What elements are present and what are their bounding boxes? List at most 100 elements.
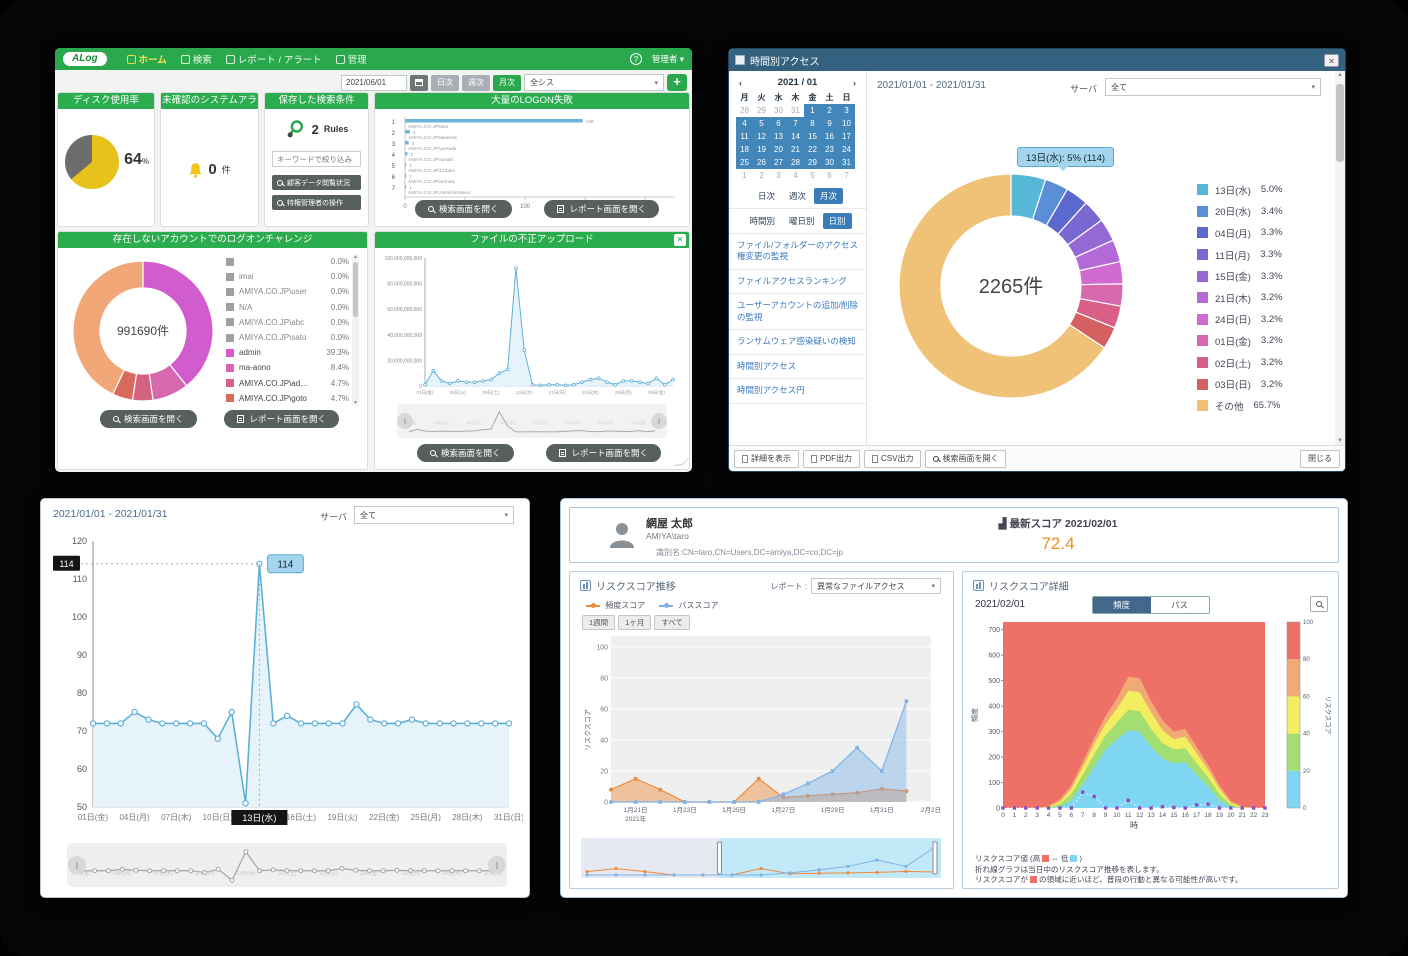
calendar-day[interactable]: 28 [740, 106, 749, 115]
calendar-day[interactable]: 31 [838, 156, 855, 169]
server-select[interactable]: 全て ▾ [1105, 78, 1321, 96]
calendar-day[interactable]: 7 [787, 117, 804, 130]
calendar-day[interactable]: 21 [787, 143, 804, 156]
legend-scrollbar[interactable]: ▲ ▼ [352, 254, 359, 406]
calendar-day[interactable]: 19 [753, 143, 770, 156]
open-report-button[interactable]: レポート画面を開く [224, 410, 339, 428]
calendar-day[interactable]: 28 [787, 156, 804, 169]
calendar-day[interactable]: 22 [804, 143, 821, 156]
calendar-next-button[interactable]: › [853, 77, 856, 88]
server-select[interactable]: 全て ▾ [354, 506, 514, 524]
detail-tab[interactable]: パス [1150, 597, 1209, 613]
calendar-day[interactable]: 27 [770, 156, 787, 169]
calendar-day[interactable]: 17 [838, 130, 855, 143]
calendar-day[interactable]: 7 [844, 171, 849, 180]
period-button[interactable]: 月次 [493, 74, 521, 91]
close-icon[interactable]: ✕ [674, 234, 686, 246]
calendar-day[interactable]: 31 [791, 106, 800, 115]
nav-item-3[interactable]: 管理 [335, 52, 367, 66]
footer-button[interactable]: 詳細を表示 [734, 449, 799, 468]
calendar-day[interactable]: 23 [821, 143, 838, 156]
range-button[interactable]: 1週間 [582, 615, 616, 630]
calendar-day[interactable]: 29 [757, 106, 766, 115]
zoom-button[interactable] [1310, 596, 1328, 612]
calendar-prev-button[interactable]: ‹ [739, 77, 742, 88]
calendar-day[interactable]: 12 [753, 130, 770, 143]
mode-tab[interactable]: 時間別 [749, 216, 775, 226]
open-search-button[interactable]: 検索画面を開く [100, 410, 197, 428]
calendar-day[interactable]: 15 [804, 130, 821, 143]
report-link[interactable]: ファイルアクセスランキング [729, 270, 866, 295]
calendar-day[interactable]: 1 [804, 104, 821, 117]
range-button[interactable]: すべて [654, 615, 691, 630]
open-report-button[interactable]: レポート画面を開く [544, 200, 659, 218]
close-button[interactable]: ✕ [1324, 53, 1339, 67]
daily-trend-navigator[interactable]: 01日(金) 04日(月) 07日(木) 10日(日) 13日(水) 16日(土) 19日(… [67, 843, 507, 887]
close-window-button[interactable]: 閉じる [1300, 449, 1340, 468]
calendar-day[interactable]: 30 [774, 106, 783, 115]
footer-button[interactable]: CSV出力 [864, 449, 922, 468]
upload-navigator[interactable]: 01日(金)05日(火)09日(土)13日(水)17日(日)21日(木)25日(… [397, 404, 667, 438]
calendar-day[interactable]: 6 [770, 117, 787, 130]
saved-search-button[interactable]: 顧客データ閲覧状況 [272, 175, 361, 190]
period-button[interactable]: 日次 [431, 74, 459, 91]
calendar-day[interactable]: 29 [804, 156, 821, 169]
add-widget-button[interactable]: + [667, 74, 687, 91]
calendar-day[interactable]: 30 [821, 156, 838, 169]
calendar-grid[interactable]: 月火水木金土日 28 29 30 31 1 2 3 4 5 6 7 8 9 10 11 12 13 14 15 16 17… [736, 91, 855, 182]
user-menu[interactable]: 管理者 ▾ [651, 54, 684, 64]
open-search-button[interactable]: 検索画面を開く [415, 200, 512, 218]
period-tab[interactable]: 月次 [814, 188, 844, 204]
date-input[interactable]: 2021/06/01 [341, 74, 407, 91]
saved-search-button[interactable]: 特権管理者の操作 [272, 195, 361, 210]
calendar-day[interactable]: 6 [827, 171, 832, 180]
mode-tab[interactable]: 日別 [822, 213, 852, 229]
calendar-day[interactable]: 26 [753, 156, 770, 169]
range-button[interactable]: 1ヶ月 [618, 615, 652, 630]
period-tab[interactable]: 日次 [757, 191, 775, 201]
calendar-day[interactable]: 25 [736, 156, 753, 169]
period-tab[interactable]: 週次 [788, 191, 806, 201]
calendar-day[interactable]: 3 [776, 171, 781, 180]
footer-button[interactable]: 検索画面を開く [925, 449, 1007, 468]
calendar-day[interactable]: 8 [804, 117, 821, 130]
detail-tab[interactable]: 頻度 [1092, 597, 1151, 613]
keyword-filter-input[interactable] [272, 151, 361, 167]
report-link[interactable]: ランサムウェア感染疑いの検知 [729, 330, 866, 355]
calendar-day[interactable]: 14 [787, 130, 804, 143]
calendar-day[interactable]: 24 [838, 143, 855, 156]
calendar-day[interactable]: 13 [770, 130, 787, 143]
scrollbar[interactable]: ▲ ▼ [1335, 71, 1345, 445]
open-search-button[interactable]: 検索画面を開く [417, 444, 514, 462]
calendar-button[interactable] [410, 74, 428, 91]
help-icon[interactable]: ? [629, 53, 642, 65]
report-link[interactable]: ユーザーアカウントの追加/削除の監視 [729, 294, 866, 331]
resize-handle[interactable] [674, 458, 690, 466]
nav-item-1[interactable]: 検索 [180, 52, 212, 66]
risk-trend-navigator[interactable] [581, 838, 941, 878]
calendar-day[interactable]: 4 [736, 117, 753, 130]
report-select[interactable]: 異常なファイルアクセス ▾ [811, 578, 941, 594]
calendar-day[interactable]: 16 [821, 130, 838, 143]
mode-tab[interactable]: 曜日別 [788, 216, 815, 226]
calendar-day[interactable]: 4 [793, 171, 798, 180]
system-select[interactable]: 全シス ▾ [524, 74, 664, 91]
calendar-day[interactable]: 3 [838, 104, 855, 117]
report-link[interactable]: ファイル/フォルダーのアクセス権変更の監視 [729, 234, 866, 270]
calendar-day[interactable]: 5 [810, 171, 815, 180]
calendar-day[interactable]: 2 [759, 171, 764, 180]
calendar-day[interactable]: 5 [753, 117, 770, 130]
calendar-day[interactable]: 11 [736, 130, 753, 143]
calendar-day[interactable]: 2 [821, 104, 838, 117]
calendar-day[interactable]: 9 [821, 117, 838, 130]
report-link[interactable]: 時間別アクセス [729, 355, 866, 380]
calendar-day[interactable]: 18 [736, 143, 753, 156]
calendar-day[interactable]: 20 [770, 143, 787, 156]
open-report-button[interactable]: レポート画面を開く [546, 444, 661, 462]
footer-button[interactable]: PDF出力 [803, 449, 860, 468]
period-button[interactable]: 週次 [462, 74, 490, 91]
nav-item-0[interactable]: ホーム [126, 52, 167, 66]
calendar-day[interactable]: 1 [742, 171, 747, 180]
nav-item-2[interactable]: レポート / アラート [225, 52, 322, 66]
calendar-day[interactable]: 10 [838, 117, 855, 130]
